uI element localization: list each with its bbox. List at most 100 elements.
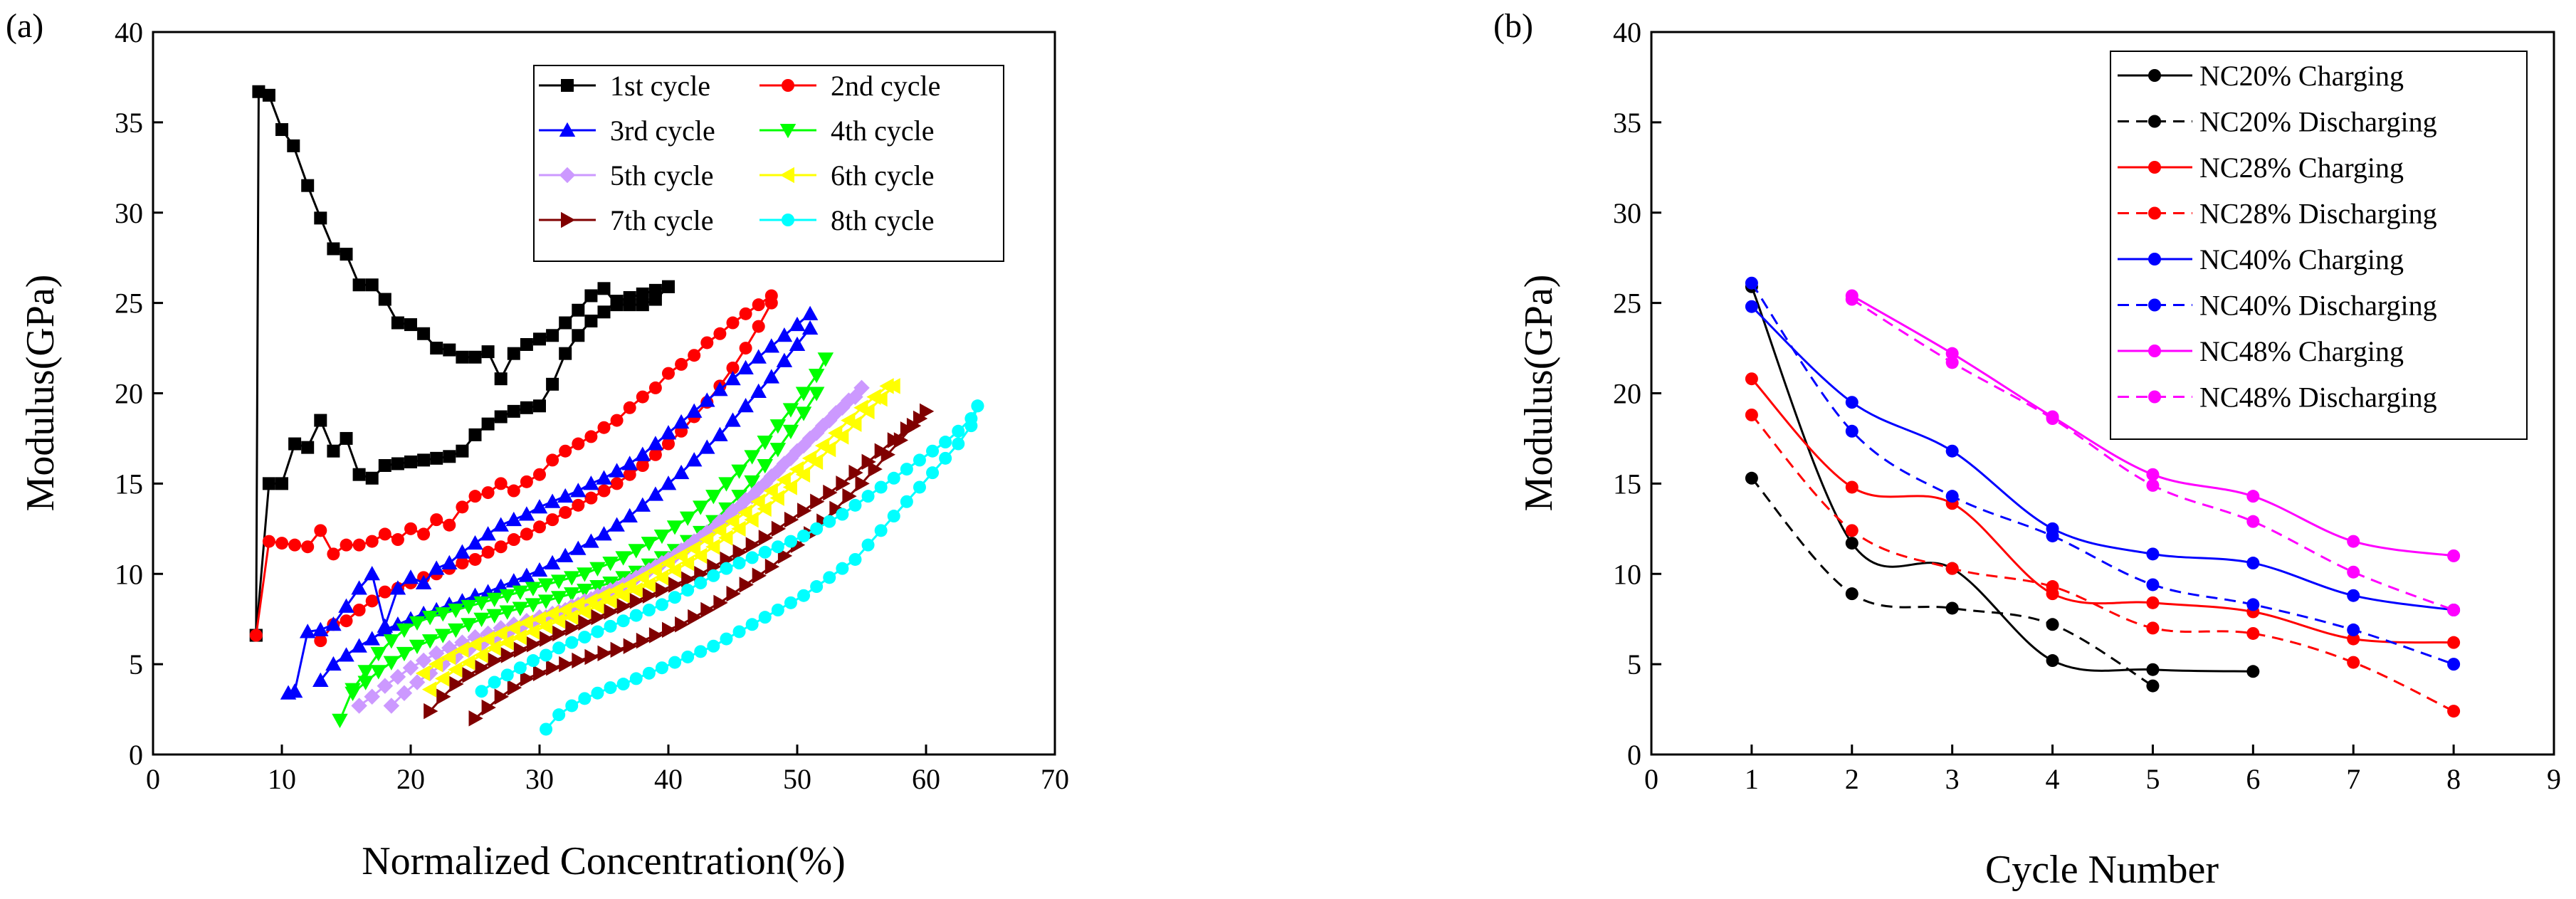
data-point: [636, 287, 649, 300]
data-point: [939, 451, 952, 465]
data-point: [737, 398, 754, 413]
data-point: [364, 566, 380, 581]
data-point: [275, 537, 288, 550]
data-point: [688, 349, 701, 362]
legend-item-nc48-charging: NC48% Charging: [2118, 335, 2404, 367]
data-point: [475, 659, 490, 676]
data-point: [821, 441, 836, 458]
data-point: [628, 582, 643, 599]
data-point: [784, 535, 797, 548]
data-point: [409, 616, 426, 631]
data-point: [739, 342, 752, 355]
data-point: [784, 596, 797, 609]
data-point: [338, 598, 354, 613]
data-point: [712, 426, 728, 441]
data-point: [564, 609, 579, 626]
data-point: [836, 562, 849, 575]
chart-b-plot-area: [1745, 276, 2461, 718]
data-point: [642, 666, 656, 680]
data-point: [301, 540, 315, 554]
data-point: [636, 298, 649, 312]
data-point: [546, 659, 561, 676]
data-point: [499, 634, 514, 651]
data-point: [731, 490, 747, 505]
data-point: [544, 605, 559, 622]
data-point: [546, 377, 559, 391]
data-point: [533, 399, 546, 413]
chart-a-ylabel: Modulus(GPa): [19, 275, 63, 512]
data-point: [718, 477, 735, 492]
data-point: [436, 688, 451, 705]
data-point: [589, 580, 606, 595]
data-point: [564, 571, 580, 586]
legend-label: 8th cycle: [831, 204, 935, 236]
data-point: [338, 647, 354, 662]
data-point: [789, 336, 806, 351]
data-point: [801, 320, 819, 335]
chart-b-y-ticks: 0 5 10 15 20 25 30 35 40: [1613, 16, 1661, 771]
x-tick-label: 9: [2547, 763, 2561, 795]
legend-marker: [779, 167, 794, 184]
data-point: [952, 437, 965, 451]
data-point: [578, 614, 593, 631]
legend-marker: [779, 124, 797, 139]
legend-item-6th-cycle: 6th cycle: [759, 159, 935, 191]
data-point: [584, 491, 598, 505]
chart-a-xlabel: Normalized Concentration(%): [362, 839, 846, 883]
data-point: [801, 305, 819, 320]
data-point: [602, 593, 617, 609]
data-point: [415, 574, 432, 589]
data-point: [396, 623, 413, 638]
data-point: [507, 533, 520, 547]
data-point: [673, 464, 690, 480]
data-point: [396, 685, 413, 701]
data-point: [537, 578, 554, 593]
data-point: [647, 562, 662, 579]
data-point: [531, 611, 546, 627]
data-point: [494, 540, 508, 554]
data-point: [880, 446, 895, 463]
y-tick-label: 35: [115, 107, 143, 139]
data-point: [357, 675, 374, 690]
data-point: [764, 558, 780, 575]
data-point: [365, 471, 379, 485]
data-point: [262, 88, 275, 102]
series-line: [1750, 414, 2454, 713]
legend-marker: [561, 211, 576, 228]
data-point: [952, 424, 965, 438]
data-point: [468, 490, 482, 503]
data-point: [713, 327, 727, 340]
data-point: [597, 484, 611, 498]
data-point: [404, 455, 417, 468]
legend-marker: [2148, 161, 2161, 174]
data-point: [750, 493, 765, 510]
data-point: [769, 463, 787, 479]
data-point: [467, 636, 482, 653]
data-point: [570, 483, 587, 498]
data-point: [467, 535, 483, 550]
legend-label: NC48% Charging: [2199, 335, 2404, 367]
data-point: [920, 403, 935, 420]
data-point: [810, 493, 825, 510]
data-point: [332, 713, 348, 729]
data-point: [486, 609, 503, 624]
data-point: [578, 631, 592, 644]
data-point: [584, 289, 598, 303]
data-point: [365, 535, 379, 548]
data-point: [499, 589, 515, 604]
data-point: [725, 412, 741, 427]
data-point: [383, 634, 400, 649]
data-point: [345, 686, 361, 701]
data-point: [481, 699, 496, 716]
data-point: [456, 557, 469, 570]
data-point: [628, 544, 644, 559]
series-nc40-discharging: [1745, 276, 2461, 671]
data-point: [834, 399, 851, 416]
data-point: [705, 538, 720, 555]
data-point: [351, 638, 367, 653]
y-tick-label: 10: [1613, 558, 1641, 590]
data-point: [739, 307, 752, 320]
data-point: [559, 316, 572, 330]
data-point: [1945, 356, 1959, 369]
data-point: [642, 604, 656, 616]
